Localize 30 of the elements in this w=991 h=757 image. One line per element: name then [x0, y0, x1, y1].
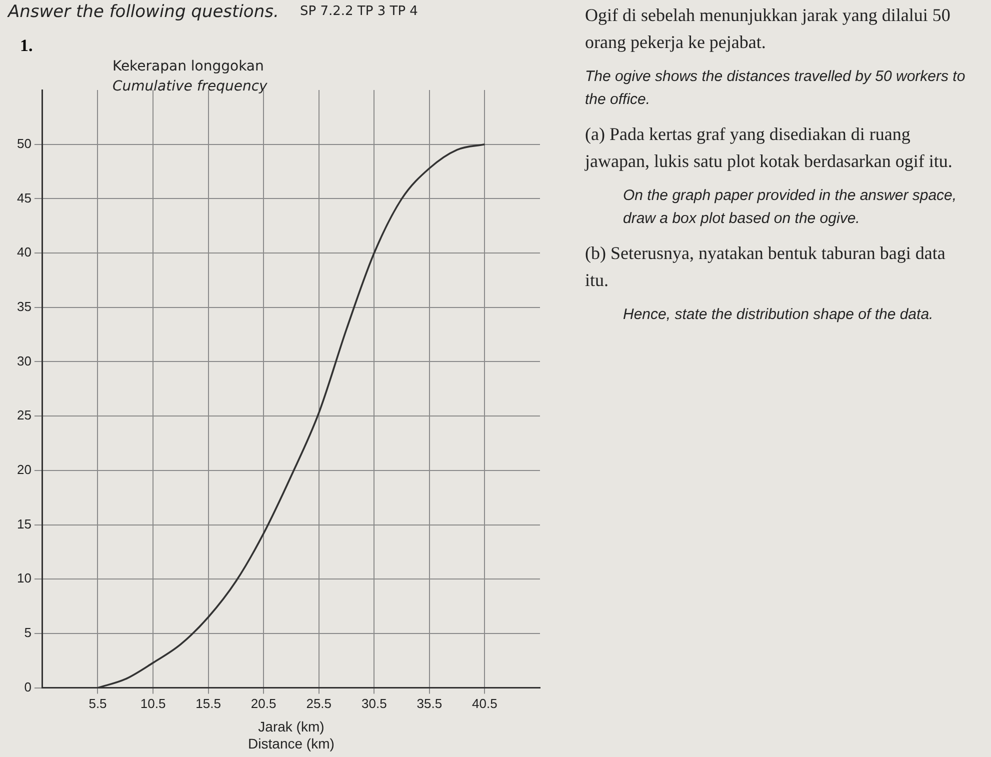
- y-tick-label: 25: [16, 408, 32, 423]
- y-tick-label: 50: [16, 136, 32, 151]
- chart-title: Answer the following questions.: [8, 2, 279, 22]
- y-axis-title: Kekerapan longgokan Cumulative frequency: [112, 58, 268, 95]
- text: On the graph paper provided in the answer space, draw a box plot based on the ogive.: [622, 186, 958, 228]
- x-tick-label: 15.5: [196, 696, 221, 712]
- y-tick-label: 20: [16, 462, 32, 477]
- x-tick-label: 5.5: [88, 696, 107, 712]
- text: (a) Pada kertas graf yang disediakan di ruang jawapan, lukis satu plot kotak berdasarkan ogif itu.: [585, 123, 954, 173]
- x-tick-label: 40.5: [472, 696, 498, 712]
- text: The ogive shows the distances travelled by 50 workers to the office.: [585, 67, 966, 110]
- x-tick-label: 35.5: [416, 696, 442, 712]
- text: 1.: [20, 36, 33, 56]
- text: Ogif di sebelah menunjukkan jarak yang dilalui 50 orang pekerja ke pejabat.: [585, 4, 952, 54]
- x-tick-label: 10.5: [140, 696, 166, 712]
- y-tick-label: 35: [16, 298, 32, 314]
- y-tick-label: 5: [24, 625, 32, 640]
- x-tick-label: 25.5: [306, 696, 332, 712]
- y-tick-label: 0: [24, 679, 32, 694]
- x-tick-label: 30.5: [361, 696, 387, 712]
- text: SP 7.2.2 TP 3 TP 4: [300, 4, 418, 19]
- y-tick-label: 15: [16, 516, 32, 532]
- x-tick-label: 20.5: [250, 696, 276, 712]
- y-tick-label: 40: [16, 244, 32, 260]
- x-axis-title: Jarak (km) Distance (km): [248, 718, 334, 752]
- text: Hence, state the distribution shape of the data.: [622, 305, 934, 325]
- text: (b) Seterusnya, nyatakan bentuk taburan bagi data itu.: [585, 242, 946, 292]
- y-tick-label: 10: [16, 570, 32, 586]
- y-tick-label: 30: [16, 353, 32, 368]
- y-tick-label: 45: [16, 190, 32, 206]
